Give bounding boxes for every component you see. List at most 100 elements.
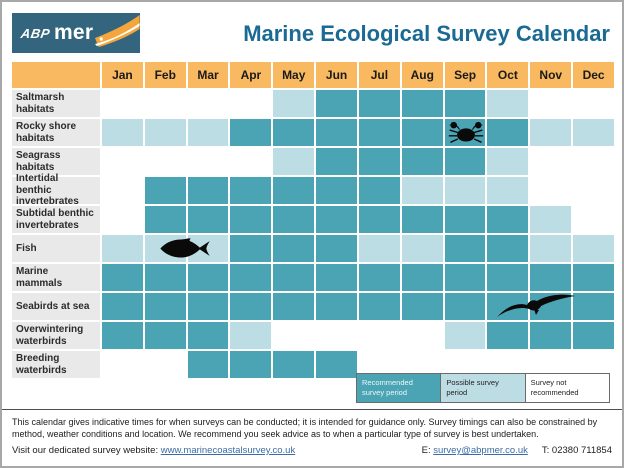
calendar-cell — [487, 264, 529, 291]
calendar-cell — [401, 148, 443, 175]
website-link[interactable]: www.marinecoastalsurvey.co.uk — [160, 445, 296, 456]
calendar-cell — [230, 148, 272, 175]
abpmer-logo: ABP mer — [12, 13, 140, 53]
calendar-cell — [230, 293, 272, 320]
row-label: Marine mammals — [12, 264, 100, 291]
calendar-cell — [530, 119, 572, 146]
calendar-cell — [573, 235, 614, 262]
calendar-cell — [573, 293, 614, 320]
logo-mer-text: mer — [53, 21, 94, 44]
calendar-cell — [144, 177, 186, 204]
calendar-cell — [273, 351, 315, 378]
calendar-cell — [316, 322, 357, 349]
calendar-cell — [401, 206, 443, 233]
legend-item-not-recommended: Survey not recommended — [524, 374, 609, 402]
calendar-cell — [144, 264, 186, 291]
website-line: Visit our dedicated survey website: www.… — [12, 445, 295, 456]
row-label: Rocky shore habitats — [12, 119, 100, 146]
calendar-cell — [401, 119, 443, 146]
calendar-cell — [144, 119, 186, 146]
calendar-cell — [444, 177, 486, 204]
row-label: Saltmarsh habitats — [12, 90, 100, 117]
contact-line: E: survey@abpmer.co.uk T: 02380 711854 — [422, 445, 612, 456]
calendar-cell — [230, 119, 272, 146]
calendar-cell — [401, 293, 443, 320]
legend: Recommended survey period Possible surve… — [356, 373, 610, 403]
email-link[interactable]: survey@abpmer.co.uk — [433, 445, 528, 456]
calendar-cell — [316, 351, 357, 378]
calendar-corner-cell — [12, 62, 100, 88]
calendar-cell — [102, 177, 143, 204]
month-header: Oct — [487, 62, 529, 88]
calendar-cell — [144, 148, 186, 175]
month-header: Jan — [102, 62, 143, 88]
row-label: Seabirds at sea — [12, 293, 100, 320]
calendar-cell — [316, 177, 357, 204]
calendar-cell — [187, 90, 229, 117]
calendar-cell — [530, 90, 572, 117]
calendar-cell — [444, 148, 486, 175]
calendar-cell — [316, 119, 357, 146]
calendar-cell — [144, 90, 186, 117]
calendar-cell — [144, 206, 186, 233]
calendar-cell — [230, 235, 272, 262]
calendar-cell — [273, 177, 315, 204]
month-header: Jun — [316, 62, 357, 88]
calendar-cell — [530, 206, 572, 233]
month-header: Mar — [187, 62, 229, 88]
calendar-cell — [401, 177, 443, 204]
footer-divider — [2, 409, 622, 410]
calendar-cell — [187, 322, 229, 349]
calendar-cell — [444, 90, 486, 117]
email-label: E: — [421, 445, 434, 456]
calendar-cell — [401, 264, 443, 291]
calendar-cell — [273, 264, 315, 291]
row-label: Breeding waterbirds — [12, 351, 100, 378]
calendar-cell — [316, 235, 357, 262]
calendar-cell — [358, 235, 400, 262]
calendar-cell — [530, 235, 572, 262]
calendar-cell — [401, 322, 443, 349]
calendar-cell — [102, 119, 143, 146]
calendar-cell — [530, 148, 572, 175]
logo-swoosh-icon — [95, 15, 140, 47]
calendar-cell — [273, 235, 315, 262]
month-header: Sep — [444, 62, 486, 88]
legend-item-possible: Possible survey period — [440, 374, 525, 402]
calendar-cell — [573, 264, 614, 291]
calendar-cell — [102, 206, 143, 233]
calendar-cell — [273, 293, 315, 320]
calendar-cell — [487, 90, 529, 117]
calendar-cell — [444, 264, 486, 291]
calendar-cell — [530, 322, 572, 349]
calendar-cell — [187, 293, 229, 320]
month-header: Nov — [530, 62, 572, 88]
calendar-cell — [230, 206, 272, 233]
calendar-cell — [230, 90, 272, 117]
month-header: Apr — [230, 62, 272, 88]
row-label: Fish — [12, 235, 100, 262]
row-label: Intertidal benthic invertebrates — [12, 173, 100, 207]
calendar-cell — [487, 235, 529, 262]
calendar-cell — [316, 264, 357, 291]
calendar-cell — [444, 235, 486, 262]
calendar-cell — [573, 119, 614, 146]
row-label: Overwintering waterbirds — [12, 322, 100, 349]
website-label: Visit our dedicated survey website: — [12, 445, 161, 456]
calendar-cell — [487, 148, 529, 175]
calendar-cell — [102, 322, 143, 349]
calendar-cell — [102, 293, 143, 320]
calendar-cell — [102, 235, 143, 262]
legend-item-recommended: Recommended survey period — [357, 374, 441, 402]
contact-row: Visit our dedicated survey website: www.… — [12, 445, 612, 456]
calendar-cell — [573, 148, 614, 175]
calendar-cell — [487, 177, 529, 204]
row-label: Seagrass habitats — [12, 148, 100, 175]
calendar-cell — [573, 90, 614, 117]
calendar-cell — [358, 90, 400, 117]
month-header: Feb — [144, 62, 186, 88]
calendar-cell — [444, 119, 486, 146]
calendar-cell — [273, 119, 315, 146]
calendar-cell — [187, 177, 229, 204]
